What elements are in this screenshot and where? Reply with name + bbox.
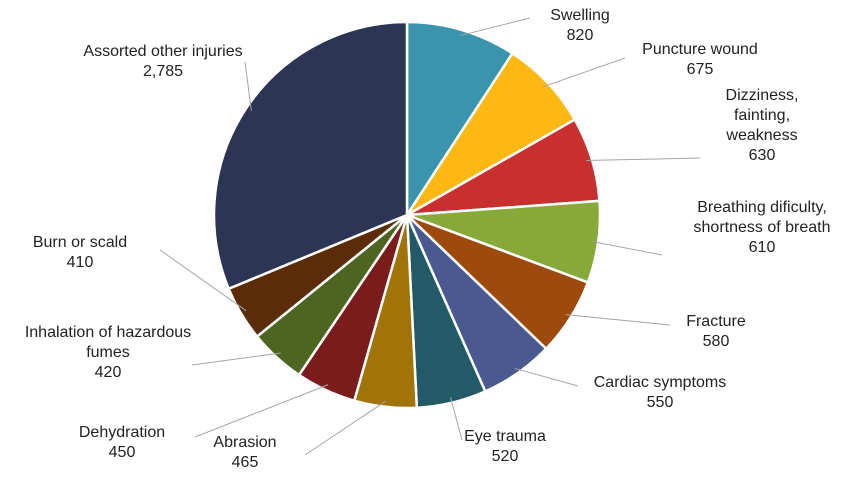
category-label: Cardiac symptoms [593, 374, 727, 391]
pie-slice [405, 20, 515, 220]
category-label: Assorted other injuries [83, 43, 243, 60]
category-label: Burn or scald [32, 234, 128, 251]
data-label: Assorted other injuries 2,785 [78, 42, 248, 82]
data-label: Puncture wound 675 [620, 40, 780, 80]
leader-line [460, 17, 531, 37]
value-label: 630 [748, 147, 776, 164]
data-label: Abrasion 465 [190, 433, 300, 473]
value-label: 420 [94, 364, 122, 381]
value-label: 2,785 [142, 63, 184, 80]
category-label: Abrasion [213, 434, 277, 451]
category-label: Fracture [686, 313, 746, 330]
value-label: 450 [108, 444, 136, 461]
value-label: 465 [231, 454, 259, 471]
category-label: Eye trauma [464, 428, 546, 445]
leader-line [191, 352, 281, 366]
category-label: Puncture wound [642, 41, 758, 58]
value-label: 520 [491, 448, 519, 465]
value-label: 580 [702, 333, 730, 350]
data-label: Fracture 580 [666, 312, 766, 352]
data-label: Burn or scald 410 [10, 233, 150, 273]
category-label: Dizziness, fainting, weakness [725, 87, 799, 144]
value-label: 550 [646, 394, 674, 411]
value-label: 820 [566, 27, 594, 44]
leader-line [565, 314, 671, 326]
value-label: 410 [66, 254, 94, 271]
category-label: Breathing dificulty, shortness of breath [693, 199, 831, 236]
category-label: Swelling [550, 7, 610, 24]
category-label: Dehydration [78, 424, 166, 441]
leader-line [449, 396, 463, 441]
leader-line [159, 249, 247, 312]
data-label: Dizziness, fainting, weakness 630 [712, 86, 812, 166]
leader-line [543, 57, 626, 88]
data-label: Breathing dificulty, shortness of breath… [662, 198, 855, 258]
data-label: Swelling 820 [520, 6, 640, 46]
data-label: Cardiac symptoms 550 [575, 373, 745, 413]
data-label: Eye trauma 520 [445, 427, 565, 467]
category-label: Inhalation of hazardous fumes [24, 324, 192, 361]
leader-line [514, 367, 579, 387]
leader-line [194, 384, 329, 438]
data-label: Dehydration 450 [57, 423, 187, 463]
leader-line [304, 400, 387, 456]
leader-line [244, 61, 252, 112]
value-label: 610 [748, 239, 776, 256]
leader-line [592, 240, 663, 256]
data-label: Inhalation of hazardous fumes 420 [23, 323, 193, 383]
value-label: 675 [686, 61, 714, 78]
pie-slice [212, 20, 409, 291]
leader-line [586, 157, 701, 162]
